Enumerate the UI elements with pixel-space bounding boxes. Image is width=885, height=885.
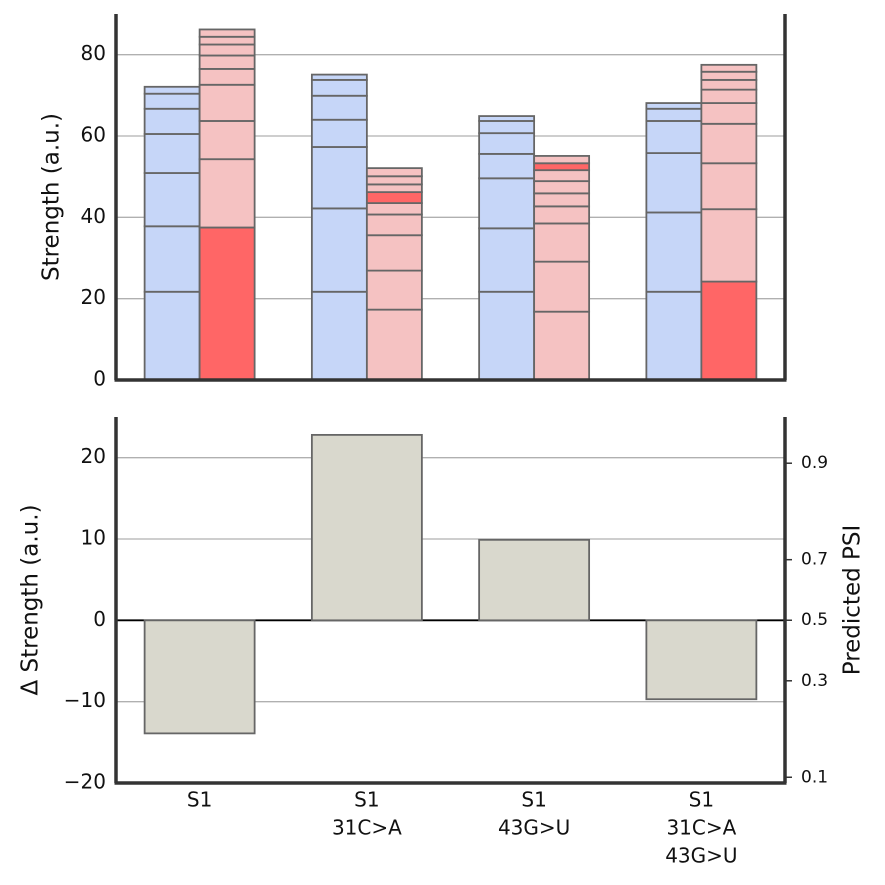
x-tick-label: 31C>A [666,816,736,840]
y2-axis-label: Predicted PSI [840,525,866,676]
bar-segment [533,192,591,208]
bar-segment [700,280,758,381]
bar-segment [198,158,256,229]
y2-tick-label: 0.7 [801,550,828,570]
bar-segment [143,85,201,95]
bar-segment [533,155,591,165]
bar-segment [700,78,758,91]
bar-segment [365,269,423,311]
x-tick-label: S1 [689,788,714,812]
bar-segment [700,102,758,125]
bar-segment [478,115,536,122]
bar-segment [478,177,536,230]
y2-tick-label: 0.5 [801,610,828,630]
bar-segment [365,213,423,237]
bar-segment [533,169,591,183]
bar-segment [143,290,201,381]
bar-segment [700,70,758,81]
bar-segment [645,120,703,154]
bar-segment [198,120,256,161]
bar-segment [143,133,201,174]
bar-segment [645,152,703,214]
bar-segment [533,260,591,313]
bar-segment [198,83,256,122]
bar-segment [310,94,368,121]
y-tick-label: 0 [93,367,106,391]
bar-segment [198,54,256,70]
y-tick-label: 40 [81,204,106,228]
bar-segment [700,122,758,165]
bar-segment [198,35,256,46]
x-tick-label: S1 [354,788,379,812]
x-tick-label: S1 [187,788,212,812]
bar-segment [645,102,703,110]
bar-segment [198,226,256,381]
bar [478,538,591,622]
bar-segment [533,310,591,381]
x-tick-label: 31C>A [332,816,402,840]
bar-segment [365,234,423,272]
bar-segment [365,175,423,186]
bar-segment [365,191,423,204]
y-tick-label: 0 [93,607,106,631]
bar-segment [365,308,423,381]
y-tick-label: 60 [81,123,106,147]
bar-segment [645,290,703,381]
bar-segment [533,162,591,172]
y-axis-label: Δ Strength (a.u.) [18,504,44,695]
bar-segment [478,132,536,155]
bar-segment [198,28,256,38]
x-tick-label: S1 [521,788,546,812]
bar-segment [143,92,201,110]
bar-segment [700,162,758,211]
bar-segment [533,222,591,263]
bar [143,619,256,735]
bar-segment [365,167,423,178]
bar-segment [478,227,536,293]
bar-segment [310,118,368,148]
bar-segment [645,211,703,293]
bar-segment [310,146,368,210]
bar-segment [143,172,201,228]
bar-segment [478,290,536,381]
y-tick-label: −10 [64,688,106,712]
bar-segment [310,290,368,381]
x-tick-label: 43G>U [498,816,570,840]
bar-segment [365,183,423,194]
bar-segment [198,43,256,57]
bar-segment [478,120,536,135]
bar-segment [478,152,536,180]
y2-tick-label: 0.9 [801,453,828,473]
bar-segment [310,78,368,97]
bar-segment [143,107,201,135]
bar-segment [310,207,368,293]
bar [310,433,423,622]
bar-segment [533,180,591,195]
bar-segment [645,107,703,122]
bar-segment [198,68,256,86]
bar-segment [143,225,201,293]
y-axis-label: Strength (a.u.) [39,113,65,281]
y-tick-label: 10 [81,526,106,550]
y2-tick-label: 0.1 [801,767,828,787]
bar-segment [310,73,368,81]
y2-tick-label: 0.3 [801,671,828,691]
y-tick-label: −20 [64,770,106,794]
bar-segment [700,63,758,73]
bar-segment [700,208,758,283]
x-tick-label: 43G>U [665,844,737,868]
bar-segment [365,202,423,216]
y-tick-label: 20 [81,444,106,468]
y-tick-label: 80 [81,41,106,65]
bar [645,619,758,701]
bar-segment [533,205,591,225]
bar-segment [700,88,758,104]
y-tick-label: 20 [81,285,106,309]
